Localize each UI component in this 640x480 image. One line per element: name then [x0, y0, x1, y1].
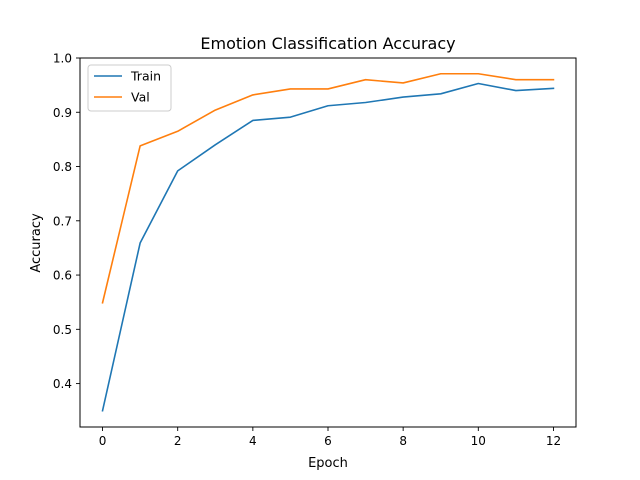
- series-line-val: [101, 72, 555, 304]
- x-axis-label: Epoch: [308, 456, 348, 471]
- legend-label-val: Val: [131, 90, 150, 105]
- y-tick-label: 0.4: [53, 377, 72, 391]
- y-tick-label: 0.7: [53, 214, 72, 228]
- x-tick-label: 8: [399, 434, 407, 448]
- chart-title: Emotion Classification Accuracy: [200, 34, 455, 53]
- series-line-train: [101, 82, 555, 412]
- x-axis: 0 2 4 6 8 10 12: [99, 427, 561, 448]
- x-tick-label: 0: [99, 434, 107, 448]
- y-tick-label: 0.6: [53, 269, 72, 283]
- x-tick-label: 10: [471, 434, 486, 448]
- x-tick-label: 12: [546, 434, 561, 448]
- x-tick-label: 6: [324, 434, 332, 448]
- y-tick-label: 0.8: [53, 160, 72, 174]
- x-tick-label: 2: [174, 434, 182, 448]
- y-tick-label: 0.5: [53, 323, 72, 337]
- y-tick-label: 0.9: [53, 106, 72, 120]
- y-axis-label: Accuracy: [29, 213, 44, 273]
- legend: Train Val: [87, 64, 172, 112]
- legend-label-train: Train: [130, 69, 161, 84]
- y-tick-label: 1.0: [53, 52, 72, 66]
- x-tick-label: 4: [249, 434, 257, 448]
- plot-frame: [79, 57, 577, 428]
- y-axis: 0.4 0.5 0.6 0.7 0.8 0.9 1.0: [53, 52, 80, 391]
- series-layer: [101, 72, 555, 412]
